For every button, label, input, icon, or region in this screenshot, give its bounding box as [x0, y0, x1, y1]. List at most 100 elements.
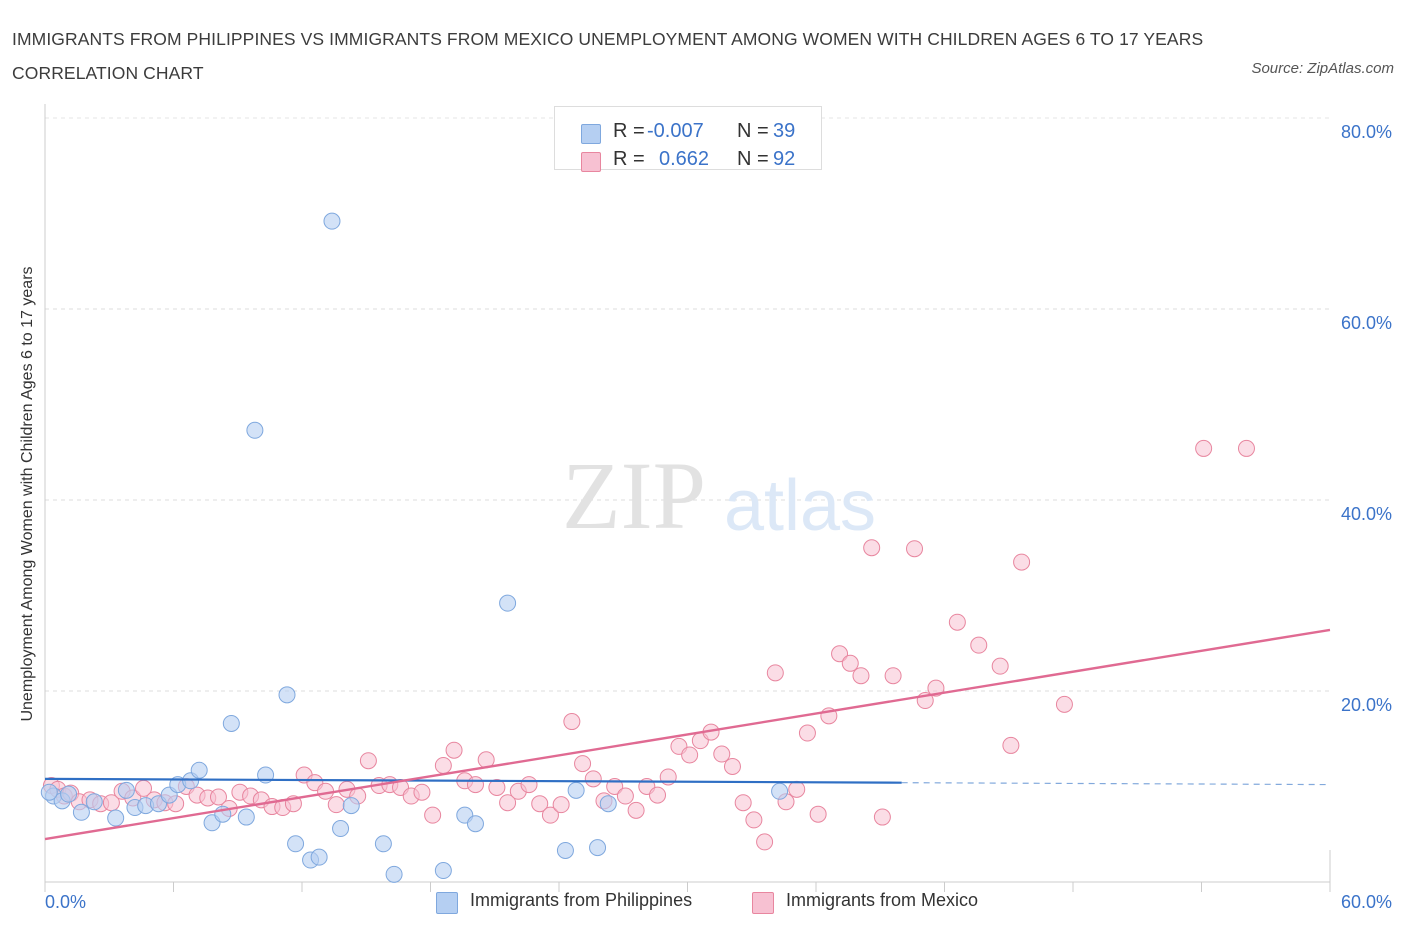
data-point-philippines: [434, 862, 452, 880]
gridlines: [45, 117, 1330, 692]
data-point-philippines: [323, 212, 341, 230]
data-point-philippines: [466, 815, 484, 833]
data-point-mexico: [627, 801, 645, 819]
data-point-mexico: [1237, 439, 1255, 457]
y-tick-label: 20.0%: [1341, 695, 1392, 715]
watermark-atlas: atlas: [724, 466, 876, 546]
data-point-mexico: [584, 770, 602, 788]
data-point-mexico: [1195, 439, 1213, 457]
data-point-philippines: [342, 797, 360, 815]
data-point-philippines: [72, 803, 90, 821]
data-point-philippines: [278, 686, 296, 704]
y-tick-label: 60.0%: [1341, 313, 1392, 333]
data-point-mexico: [563, 713, 581, 731]
data-point-philippines: [332, 820, 350, 838]
legend-n-value: 39: [773, 120, 796, 142]
data-point-philippines: [190, 761, 208, 779]
data-point-mexico: [906, 540, 924, 558]
data-point-philippines: [599, 795, 617, 813]
watermark: ZIP atlas: [562, 442, 876, 549]
data-point-mexico: [756, 833, 774, 851]
data-point-philippines: [589, 839, 607, 857]
data-point-mexico: [863, 539, 881, 557]
legend-row-philippines: R = -0.007 N = 39: [555, 117, 821, 145]
correlation-legend: R = -0.007 N = 39 R = 0.662 N = 92: [554, 106, 822, 173]
series-philippines-points: [40, 212, 789, 883]
data-point-mexico: [873, 808, 891, 826]
data-point-mexico: [970, 636, 988, 654]
data-point-mexico: [723, 757, 741, 775]
trend-line-mexico: [44, 628, 1331, 841]
data-point-philippines: [60, 785, 78, 803]
data-point-philippines: [287, 835, 305, 853]
y-tick-label: 40.0%: [1341, 504, 1392, 524]
series-mexico-points: [42, 439, 1255, 851]
data-point-philippines: [40, 783, 58, 801]
data-point-mexico: [745, 811, 763, 829]
data-point-philippines: [246, 421, 264, 439]
data-point-mexico: [413, 783, 431, 801]
data-point-mexico: [831, 645, 849, 663]
chart-title: IMMIGRANTS FROM PHILIPPINES VS IMMIGRANT…: [12, 29, 1204, 83]
legend-row-mexico: R = 0.662 N = 92: [555, 145, 821, 173]
source-credit: Source: ZipAtlas.com: [1251, 60, 1394, 77]
data-point-mexico: [209, 788, 227, 806]
legend-swatch-philippines: [581, 124, 601, 144]
data-point-mexico: [991, 657, 1009, 675]
data-point-philippines: [771, 782, 789, 800]
legend-swatch-mexico: [752, 892, 774, 914]
data-point-philippines: [374, 835, 392, 853]
series-legend: Immigrants from Philippines Immigrants f…: [0, 888, 1406, 916]
x-tick-label: 0.0%: [45, 892, 86, 912]
data-point-philippines: [567, 781, 585, 799]
data-point-mexico: [852, 667, 870, 685]
legend-r-label: R =: [613, 148, 645, 170]
legend-r-label: R =: [613, 120, 645, 142]
data-point-philippines: [499, 594, 517, 612]
trend-line-philippines: [44, 777, 902, 784]
data-point-mexico: [135, 779, 153, 797]
data-point-mexico: [616, 787, 634, 805]
data-point-mexico: [1055, 695, 1073, 713]
legend-r-value: -0.007: [647, 120, 704, 142]
legend-label-philippines: Immigrants from Philippines: [470, 890, 693, 910]
data-point-philippines: [222, 714, 240, 732]
data-point-mexico: [1013, 553, 1031, 571]
data-point-mexico: [734, 794, 752, 812]
data-point-mexico: [541, 806, 559, 824]
data-point-philippines: [85, 793, 103, 811]
data-point-mexico: [798, 724, 816, 742]
data-point-mexico: [649, 786, 667, 804]
legend-n-label: N =: [737, 148, 769, 170]
trend-lines: [44, 628, 1331, 841]
data-point-mexico: [788, 780, 806, 798]
data-point-mexico: [713, 745, 731, 763]
data-point-mexico: [574, 755, 592, 773]
x-tick-label: 60.0%: [1341, 892, 1392, 912]
data-point-mexico: [531, 795, 549, 813]
data-point-philippines: [310, 848, 328, 866]
data-point-mexico: [520, 776, 538, 794]
data-point-mexico: [841, 654, 859, 672]
trend-line-philippines-extension: [901, 782, 1331, 786]
y-tick-label: 80.0%: [1341, 122, 1392, 142]
data-point-philippines: [556, 841, 574, 859]
data-point-mexico: [499, 794, 517, 812]
legend-label-mexico: Immigrants from Mexico: [786, 890, 979, 910]
axes: [44, 104, 1331, 892]
data-point-mexico: [884, 667, 902, 685]
data-point-mexico: [552, 796, 570, 814]
data-point-mexico: [681, 746, 699, 764]
legend-n-value: 92: [773, 148, 796, 170]
tick-labels: 20.0% 40.0% 60.0% 80.0% 0.0% 60.0%: [45, 122, 1392, 912]
data-point-mexico: [445, 741, 463, 759]
data-point-mexico: [466, 776, 484, 794]
legend-swatch-mexico: [581, 152, 601, 172]
data-point-mexico: [1002, 736, 1020, 754]
data-point-mexico: [424, 806, 442, 824]
legend-r-value: 0.662: [659, 148, 710, 170]
data-point-mexico: [327, 796, 345, 814]
data-point-mexico: [488, 778, 506, 796]
data-point-mexico: [359, 752, 377, 770]
